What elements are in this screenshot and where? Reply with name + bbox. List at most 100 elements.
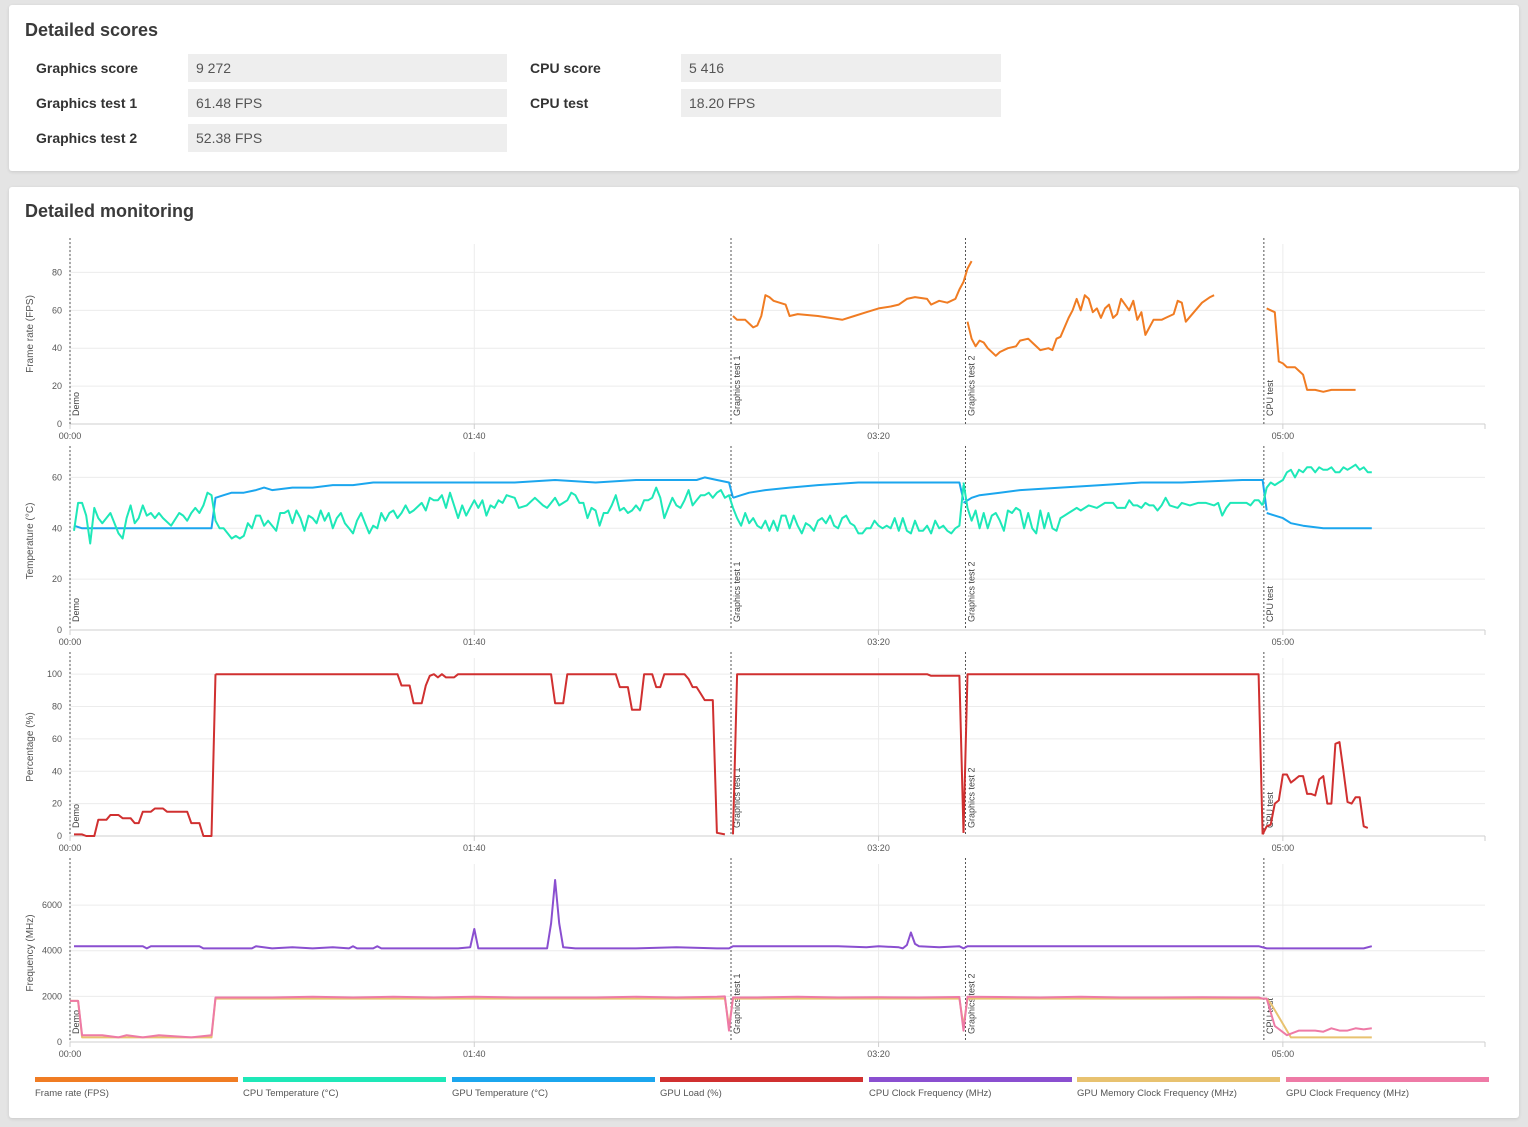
y-axis-label: Percentage (%) [25, 712, 36, 781]
test-marker-label: Graphics test 1 [732, 561, 742, 622]
legend-gpu-load[interactable]: GPU Load (%) [660, 1077, 863, 1099]
legend-swatch [1286, 1077, 1489, 1082]
series-line [962, 479, 1268, 511]
scores-title: Detailed scores [25, 20, 159, 40]
y-tick-label: 40 [52, 766, 62, 776]
series-line [73, 476, 734, 530]
y-tick-label: 20 [52, 381, 62, 391]
y-tick-label: 0 [57, 1037, 62, 1047]
graphics-test-2-value: 52.38 FPS [188, 124, 507, 152]
x-tick-label: 03:20 [867, 843, 890, 853]
legend-label: GPU Clock Frequency (MHz) [1286, 1088, 1409, 1099]
test-marker-label: Demo [71, 598, 81, 622]
x-tick-label: 00:00 [59, 1049, 82, 1059]
graphics-score-label: Graphics score [36, 60, 138, 76]
cpu-test-label: CPU test [530, 95, 589, 111]
x-tick-label: 03:20 [867, 637, 890, 647]
series-line [1266, 307, 1356, 393]
y-tick-label: 60 [52, 472, 62, 482]
legend-cpu-clock[interactable]: CPU Clock Frequency (MHz) [869, 1077, 1072, 1099]
x-tick-label: 00:00 [59, 431, 82, 441]
test-marker-label: CPU test [1265, 585, 1275, 622]
y-tick-label: 0 [57, 831, 62, 841]
x-tick-label: 05:00 [1272, 1049, 1295, 1059]
series-line [732, 481, 965, 501]
cpu-test-value: 18.20 FPS [681, 89, 1001, 117]
test-marker-label: Graphics test 1 [732, 973, 742, 1034]
x-tick-label: 01:40 [463, 843, 486, 853]
y-tick-label: 100 [47, 669, 62, 679]
monitoring-title: Detailed monitoring [25, 201, 195, 221]
series-line [1261, 463, 1372, 506]
legend-swatch [660, 1077, 863, 1082]
test-marker-label: Graphics test 1 [732, 355, 742, 416]
legend-gpu-memory-clock[interactable]: GPU Memory Clock Frequency (MHz) [1077, 1077, 1280, 1099]
graphics-test-2-label: Graphics test 2 [36, 130, 138, 146]
test-marker-label: Graphics test 2 [966, 973, 976, 1034]
legend-label: CPU Temperature (°C) [243, 1088, 339, 1099]
test-marker-label: Graphics test 2 [966, 561, 976, 622]
y-axis-label: Temperature (°C) [25, 503, 36, 580]
legend-label: GPU Load (%) [660, 1088, 722, 1099]
legend-swatch [869, 1077, 1072, 1082]
test-marker-label: CPU test [1265, 791, 1275, 828]
legend-frame-rate[interactable]: Frame rate (FPS) [35, 1077, 238, 1099]
test-marker-label: Demo [71, 1010, 81, 1034]
y-tick-label: 40 [52, 523, 62, 533]
x-tick-label: 05:00 [1272, 843, 1295, 853]
detailed-scores-panel: Detailed scores Graphics score 9 272 Gra… [9, 5, 1519, 171]
y-tick-label: 60 [52, 305, 62, 315]
x-tick-label: 01:40 [463, 1049, 486, 1059]
legend-swatch [1077, 1077, 1280, 1082]
x-tick-label: 03:20 [867, 431, 890, 441]
y-tick-label: 4000 [42, 946, 62, 956]
series-line [215, 673, 726, 836]
y-tick-label: 2000 [42, 991, 62, 1001]
monitoring-charts: 0 20 40 60 80 00:00 01:40 03:20 05:00 Frame rate … [25, 238, 1486, 1059]
series-line [732, 673, 965, 835]
series-line [73, 486, 734, 545]
series-line [74, 674, 217, 837]
x-tick-label: 03:20 [867, 1049, 890, 1059]
graphics-score-value: 9 272 [188, 54, 507, 82]
series-line [74, 879, 1373, 950]
graphics-test-1-label: Graphics test 1 [36, 95, 138, 111]
legend-swatch [243, 1077, 446, 1082]
legend-gpu-temperature[interactable]: GPU Temperature (°C) [452, 1077, 655, 1099]
y-axis-label: Frame rate (FPS) [25, 295, 36, 373]
detailed-monitoring-panel: Detailed monitoring 0 20 40 60 80 00:00 01:40 0… [9, 187, 1519, 1118]
y-tick-label: 0 [57, 419, 62, 429]
x-tick-label: 01:40 [463, 431, 486, 441]
cpu-score-value: 5 416 [681, 54, 1001, 82]
series-line [732, 260, 973, 329]
legend-cpu-temperature[interactable]: CPU Temperature (°C) [243, 1077, 446, 1099]
legend-gpu-clock[interactable]: GPU Clock Frequency (MHz) [1286, 1077, 1489, 1099]
series-line [962, 482, 1264, 535]
test-marker-label: Demo [71, 392, 81, 416]
legend-label: CPU Clock Frequency (MHz) [869, 1088, 992, 1099]
legend-label: GPU Temperature (°C) [452, 1088, 549, 1099]
test-marker-label: Graphics test 2 [966, 355, 976, 416]
series-line [732, 484, 965, 535]
x-tick-label: 00:00 [59, 843, 82, 853]
y-axis-label: Frequency (MHz) [25, 914, 36, 991]
x-tick-label: 05:00 [1272, 637, 1295, 647]
series-line [70, 997, 1372, 1039]
legend-swatch [452, 1077, 655, 1082]
x-tick-label: 01:40 [463, 637, 486, 647]
legend-label: GPU Memory Clock Frequency (MHz) [1077, 1088, 1237, 1099]
y-tick-label: 80 [52, 702, 62, 712]
y-tick-label: 20 [52, 799, 62, 809]
test-marker-label: Graphics test 1 [732, 767, 742, 828]
series-line [966, 294, 1215, 357]
graphics-test-1-value: 61.48 FPS [188, 89, 507, 117]
test-marker-label: CPU test [1265, 997, 1275, 1034]
series-line [70, 995, 1372, 1039]
test-marker-label: Demo [71, 804, 81, 828]
x-tick-label: 05:00 [1272, 431, 1295, 441]
x-tick-label: 00:00 [59, 637, 82, 647]
y-tick-label: 20 [52, 574, 62, 584]
legend-swatch [35, 1077, 238, 1082]
y-tick-label: 6000 [42, 900, 62, 910]
series-line [1261, 741, 1369, 835]
